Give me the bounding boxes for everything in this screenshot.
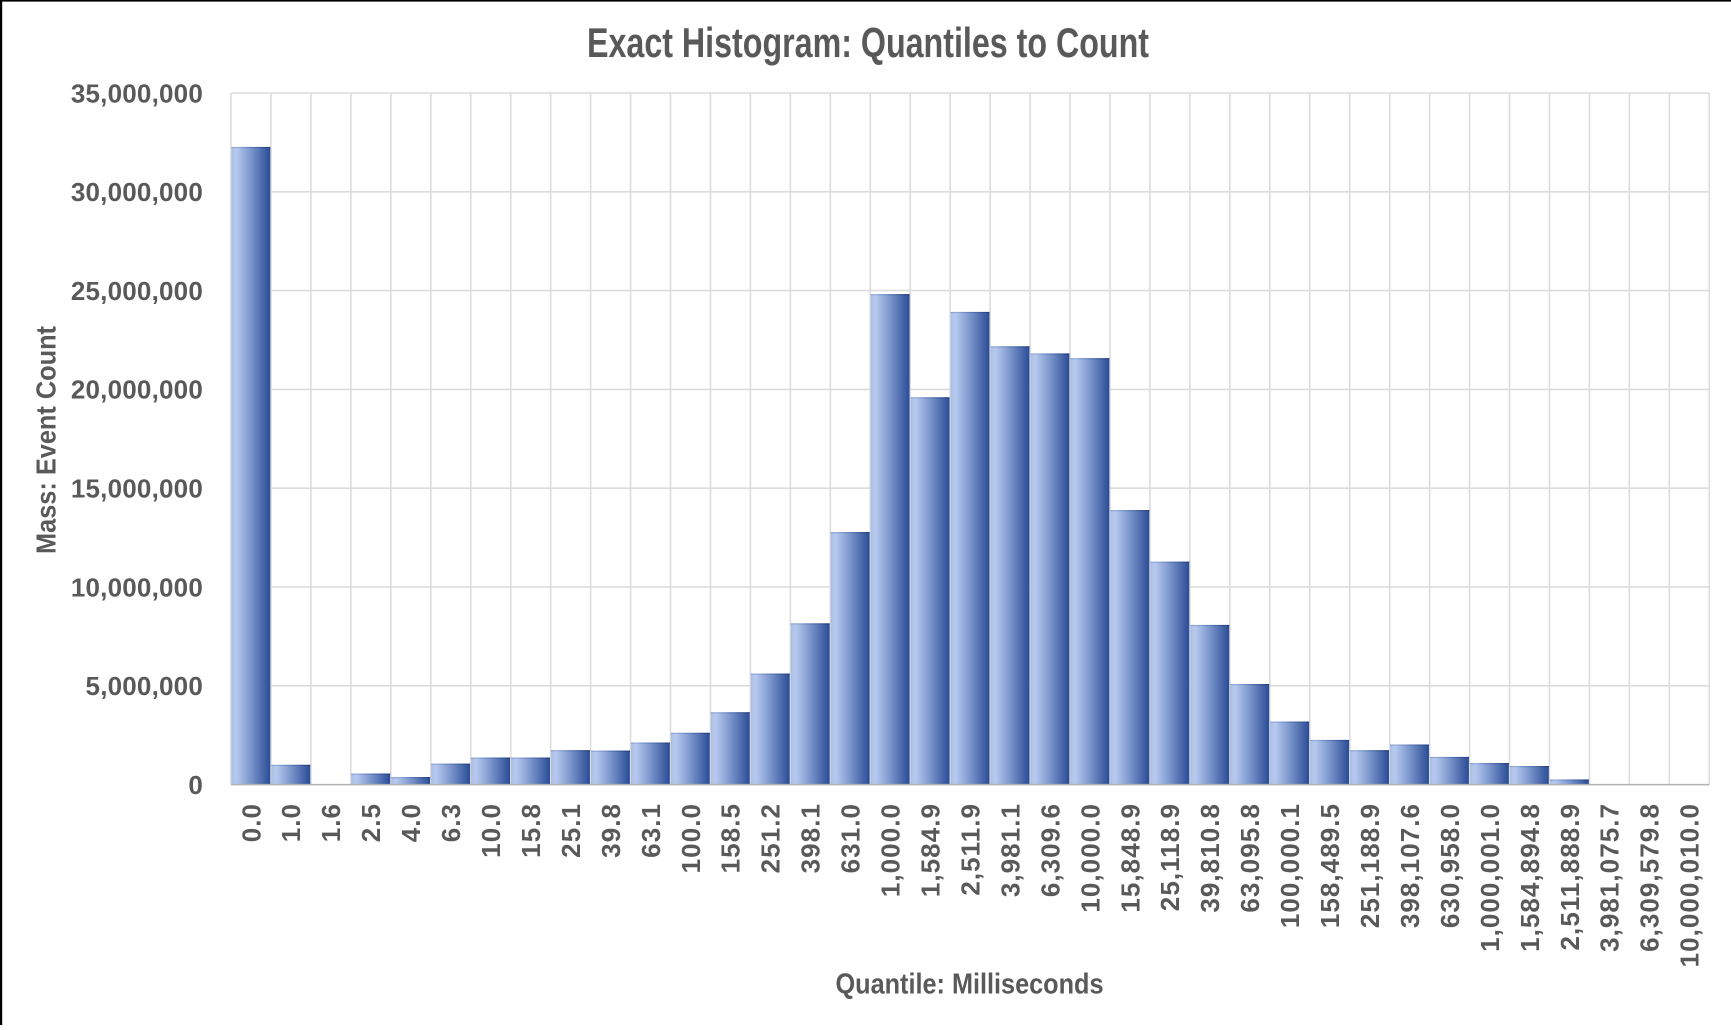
svg-text:1,000,001.0: 1,000,001.0 [1475,803,1505,952]
svg-text:Mass: Event Count: Mass: Event Count [31,326,62,554]
svg-text:251,188.9: 251,188.9 [1355,803,1385,928]
svg-text:15,000,000: 15,000,000 [71,474,203,504]
svg-text:30,000,000: 30,000,000 [71,177,203,207]
svg-text:10.0: 10.0 [476,803,506,858]
svg-text:1.6: 1.6 [316,803,346,842]
svg-text:4.0: 4.0 [396,803,426,842]
svg-text:251.2: 251.2 [756,803,786,873]
svg-text:20,000,000: 20,000,000 [71,375,203,405]
svg-text:6,309,579.8: 6,309,579.8 [1635,803,1665,952]
svg-text:15,848.9: 15,848.9 [1115,803,1145,913]
svg-text:2.5: 2.5 [356,803,386,842]
svg-text:63,095.8: 63,095.8 [1235,803,1265,913]
svg-text:631.0: 631.0 [836,803,866,873]
svg-text:10,000,000: 10,000,000 [71,572,203,602]
svg-text:1.0: 1.0 [276,803,306,842]
svg-text:0.0: 0.0 [236,803,266,842]
svg-text:25.1: 25.1 [556,803,586,858]
svg-text:6.3: 6.3 [436,803,466,842]
svg-text:3,981.1: 3,981.1 [995,803,1025,897]
svg-text:10,000.0: 10,000.0 [1075,803,1105,913]
svg-text:39,810.8: 39,810.8 [1195,803,1225,913]
svg-text:6,309.6: 6,309.6 [1035,803,1065,897]
svg-text:Exact Histogram: Quantiles to: Exact Histogram: Quantiles to Count [587,19,1149,66]
svg-text:Quantile: Milliseconds: Quantile: Milliseconds [836,969,1104,1001]
svg-text:25,118.9: 25,118.9 [1155,803,1185,911]
svg-text:5,000,000: 5,000,000 [86,671,203,701]
svg-text:10,000,010.0: 10,000,010.0 [1675,803,1705,967]
svg-text:3,981,075.7: 3,981,075.7 [1595,803,1625,952]
svg-text:35,000,000: 35,000,000 [71,78,203,108]
svg-text:100.0: 100.0 [676,803,706,873]
svg-text:398,107.6: 398,107.6 [1395,803,1425,928]
svg-text:630,958.0: 630,958.0 [1435,803,1465,928]
svg-text:398.1: 398.1 [796,803,826,873]
svg-text:25,000,000: 25,000,000 [71,276,203,306]
svg-text:158,489.5: 158,489.5 [1315,803,1345,928]
svg-text:1,000.0: 1,000.0 [876,803,906,897]
svg-text:0: 0 [188,770,203,800]
svg-text:1,584.9: 1,584.9 [916,803,946,897]
svg-text:63.1: 63.1 [636,803,666,858]
svg-text:15.8: 15.8 [516,803,546,858]
svg-text:1,584,894.8: 1,584,894.8 [1515,803,1545,952]
svg-text:2,511,888.9: 2,511,888.9 [1555,803,1585,950]
svg-text:100,000.1: 100,000.1 [1275,803,1305,928]
svg-text:158.5: 158.5 [716,803,746,873]
svg-text:39.8: 39.8 [596,803,626,858]
svg-text:2,511.9: 2,511.9 [955,803,985,896]
